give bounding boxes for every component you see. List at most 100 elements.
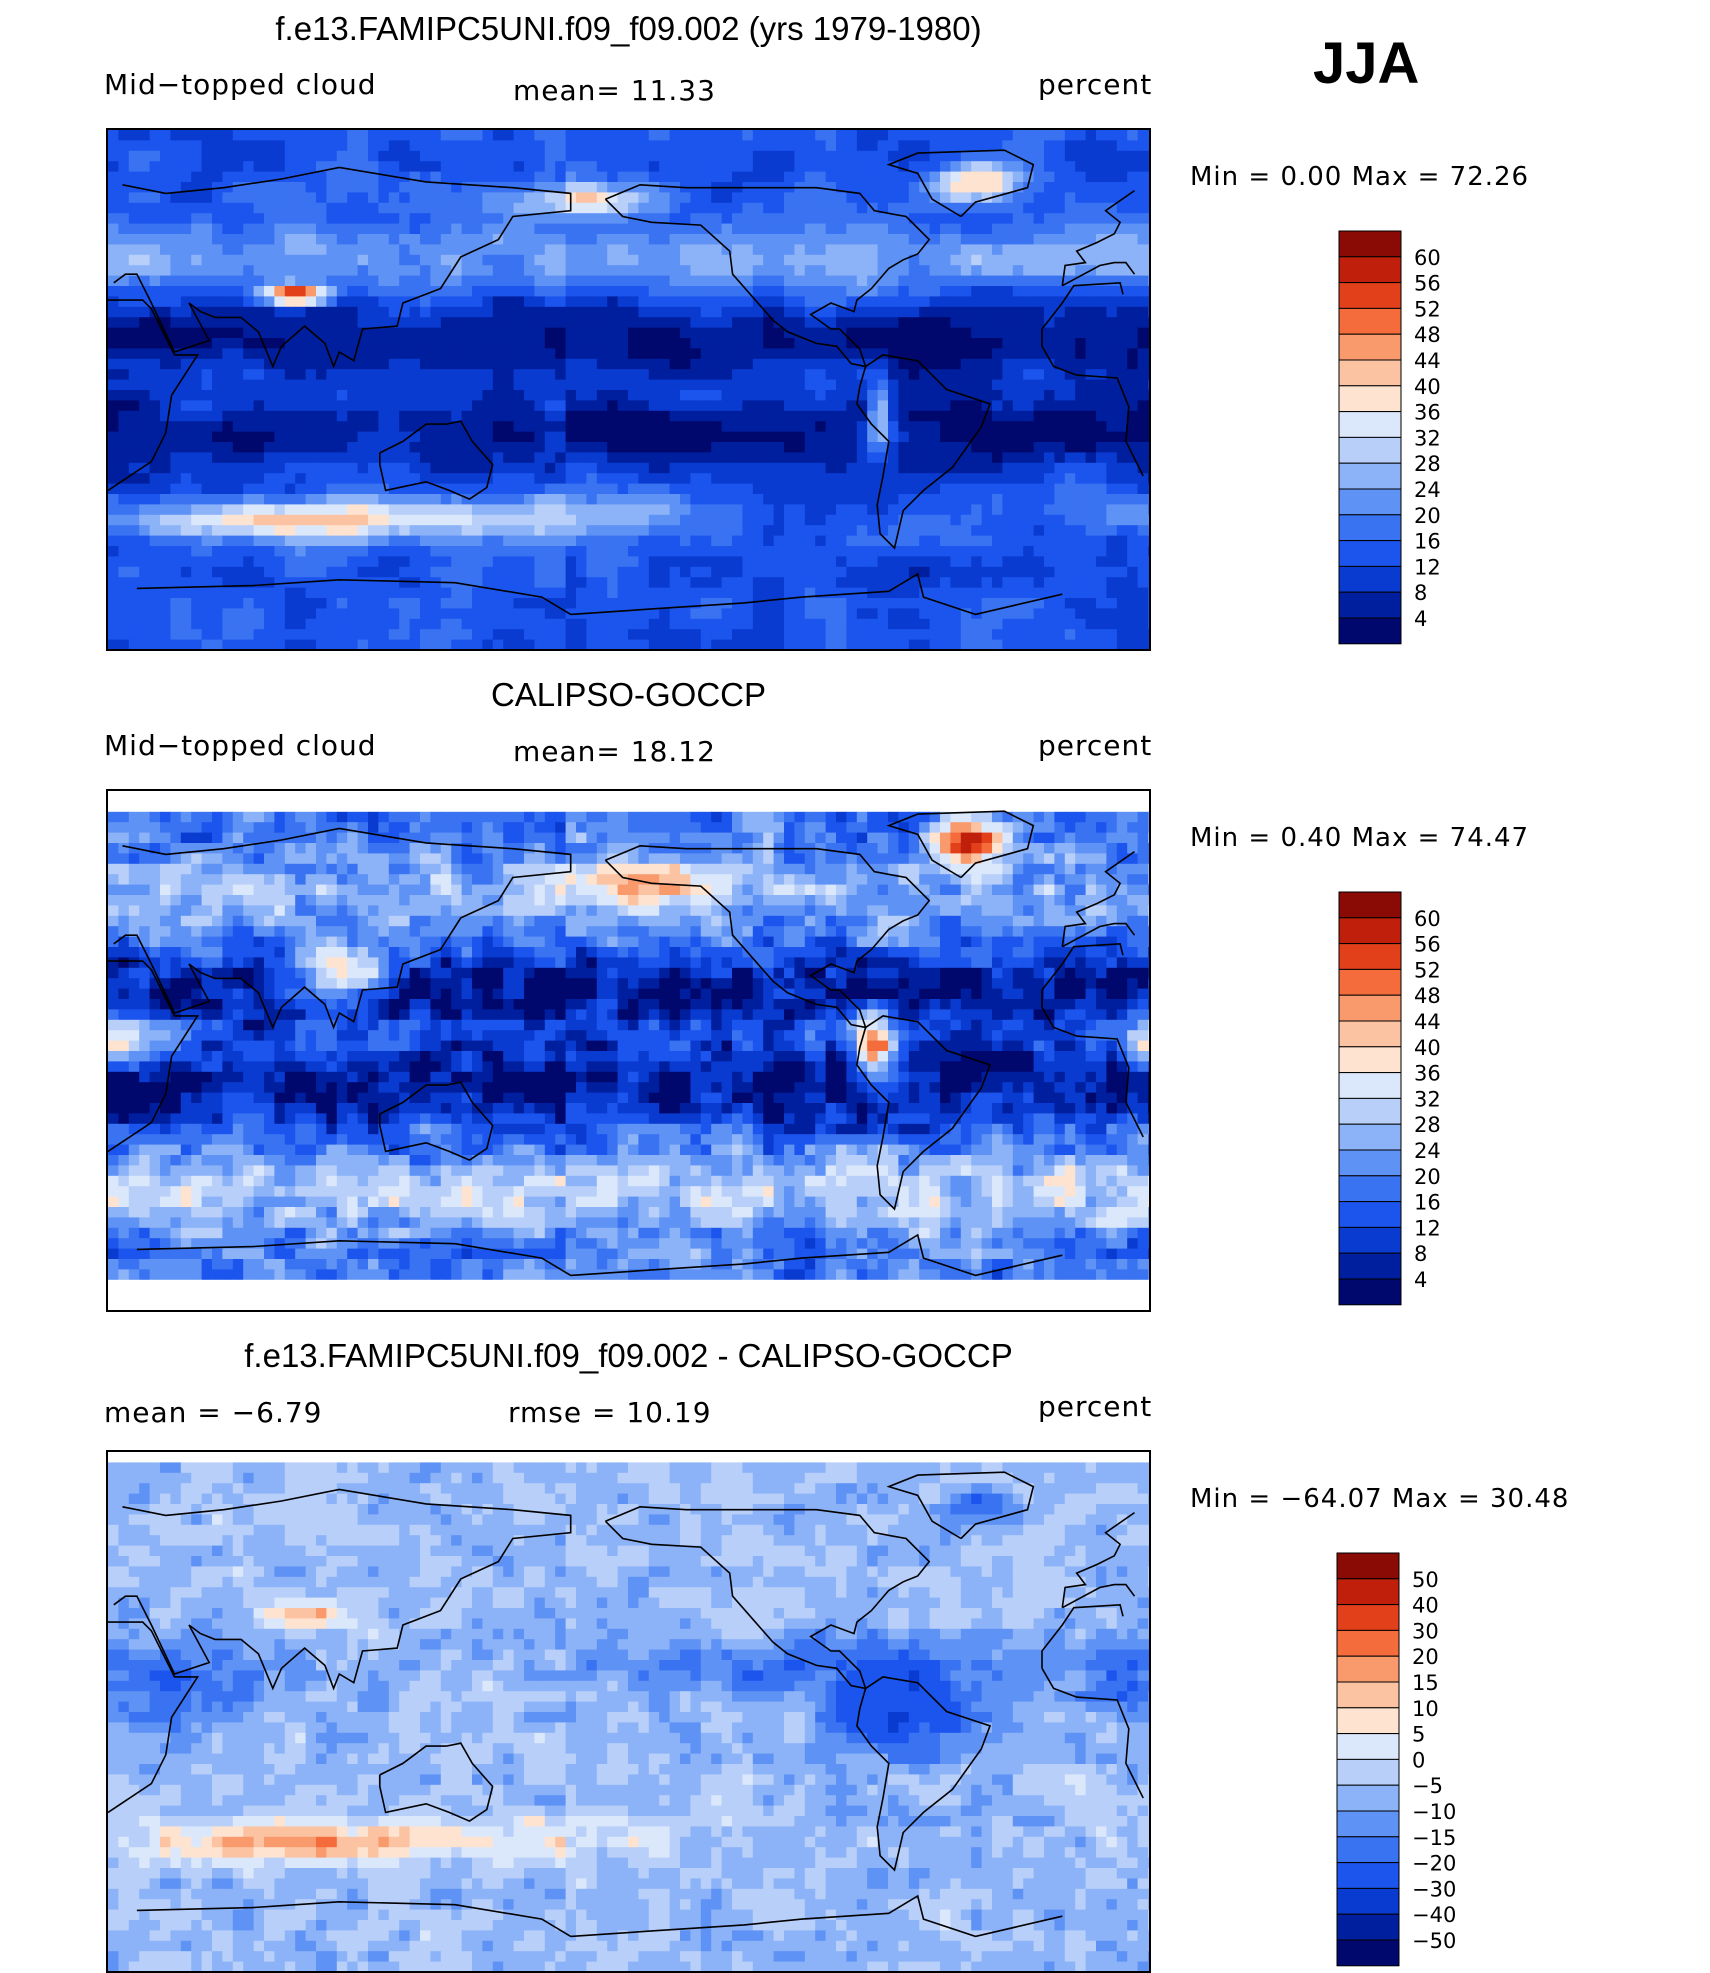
- colorbar-swatch: [1338, 333, 1402, 361]
- colorbar-swatch: [1338, 1072, 1402, 1099]
- coastline: [136, 572, 1063, 616]
- colorbar-tick-label: 15: [1412, 1671, 1439, 1695]
- colorbar-tick-label: 24: [1414, 478, 1441, 502]
- coastline: [886, 149, 1035, 218]
- colorbar-swatch: [1338, 1046, 1402, 1074]
- colorbar-swatch: [1336, 1758, 1400, 1786]
- colorbar-swatch: [1338, 1175, 1402, 1203]
- coastlines: [108, 810, 1144, 1277]
- panel-title: CALIPSO-GOCCP: [490, 676, 767, 713]
- colorbar-swatch: [1336, 1862, 1400, 1889]
- colorbar-swatch: [1338, 488, 1402, 516]
- colorbar-swatch: [1338, 1149, 1402, 1177]
- colorbar-tick-label: 32: [1414, 1087, 1441, 1111]
- colorbar-tick-label: 5: [1412, 1723, 1425, 1747]
- colorbar-swatch: [1338, 385, 1402, 413]
- colorbar-tick-label: 52: [1414, 958, 1441, 982]
- colorbar-tick-label: 10: [1412, 1697, 1439, 1721]
- colorbar-swatch: [1336, 1784, 1400, 1812]
- coastline: [113, 1488, 1136, 1691]
- colorbar-tick-label: 44: [1414, 349, 1441, 373]
- colorbar-tick-label: 40: [1414, 1036, 1441, 1060]
- contour-field: [108, 1452, 1149, 1971]
- map-svg: [108, 130, 1149, 649]
- min-max-label: Min = 0.00 Max = 72.26: [1190, 162, 1530, 192]
- colorbar-tick-label: 12: [1414, 1216, 1441, 1240]
- coastline: [856, 1015, 992, 1211]
- map-svg: [108, 791, 1149, 1310]
- units-label: percent: [1038, 729, 1153, 762]
- colorbar-tick-label: 56: [1414, 933, 1441, 957]
- coastline: [108, 1603, 1144, 1814]
- coastline: [856, 1676, 992, 1872]
- colorbar-swatch: [1338, 994, 1402, 1022]
- rmse-label: rmse = 10.19: [508, 1396, 712, 1429]
- colorbar-tick-label: 40: [1414, 375, 1441, 399]
- contour-field: [108, 130, 1149, 649]
- panel-title: f.e13.FAMIPC5UNI.f09_f09.002 - CALIPSO-G…: [244, 1337, 1013, 1374]
- colorbar-tick-label: 28: [1414, 1113, 1441, 1137]
- map-panel: [106, 1450, 1151, 1973]
- map-panel: [106, 789, 1151, 1312]
- colorbar-tick-label: 60: [1414, 246, 1441, 270]
- coastline: [886, 1471, 1035, 1540]
- colorbar-swatch: [1338, 359, 1402, 387]
- colorbar-swatch: [1338, 943, 1402, 970]
- coastline: [604, 844, 931, 1029]
- coastline: [856, 354, 992, 550]
- colorbar-swatch: [1338, 1123, 1402, 1151]
- colorbar-swatch: [1336, 1887, 1400, 1915]
- colorbar-tick-label: 32: [1414, 426, 1441, 450]
- colorbar-swatch: [1336, 1604, 1400, 1631]
- colorbar-swatch: [1338, 591, 1402, 619]
- colorbar-swatch: [1338, 514, 1402, 542]
- colorbar-tick-label: 60: [1414, 907, 1441, 931]
- colorbar-swatch: [1338, 230, 1402, 258]
- coastline: [604, 1505, 931, 1690]
- mean-label: mean= 11.33: [513, 74, 716, 107]
- colorbar-swatch: [1338, 307, 1402, 335]
- coastline: [136, 1894, 1063, 1938]
- colorbar-swatch: [1338, 462, 1402, 490]
- coastline: [108, 942, 1144, 1153]
- colorbar-swatch: [1336, 1836, 1400, 1864]
- colorbar-tick-label: 48: [1414, 984, 1441, 1008]
- colorbar-swatch: [1338, 891, 1402, 919]
- colorbar-tick-label: 8: [1414, 581, 1427, 605]
- colorbar-swatch: [1338, 411, 1402, 438]
- colorbar-tick-label: 52: [1414, 297, 1441, 321]
- coastline: [113, 166, 1136, 369]
- colorbar-swatch: [1336, 1939, 1400, 1967]
- colorbar: 60 56 52 48 44 40 36 32 28 24 20 16 12 8 4: [1338, 891, 1498, 1308]
- coastlines: [108, 1471, 1144, 1938]
- coastline: [136, 1233, 1063, 1277]
- colorbar-swatch: [1336, 1655, 1400, 1683]
- colorbar-tick-label: 36: [1414, 401, 1441, 425]
- colorbar-swatch: [1338, 1226, 1402, 1254]
- colorbar-tick-label: 4: [1414, 607, 1427, 631]
- colorbar-swatch: [1338, 282, 1402, 309]
- colorbar-tick-label: 16: [1414, 1191, 1441, 1215]
- colorbar-tick-label: 20: [1412, 1645, 1439, 1669]
- colorbar-tick-label: 24: [1414, 1139, 1441, 1163]
- contour-field: [108, 791, 1149, 1310]
- colorbar: 50 40 30 20 15 10 5 0 −5 −10 −15 −20 −30 −40 −50: [1336, 1552, 1496, 1969]
- colorbar-swatch: [1338, 1020, 1402, 1048]
- colorbar-swatch: [1336, 1681, 1400, 1709]
- colorbar-swatch: [1336, 1810, 1400, 1838]
- colorbar-tick-label: 16: [1414, 530, 1441, 554]
- mean-label: mean = −6.79: [104, 1396, 323, 1429]
- colorbar-swatch: [1338, 565, 1402, 593]
- units-label: percent: [1038, 1390, 1153, 1423]
- colorbar-swatch: [1338, 917, 1402, 945]
- colorbar-swatch: [1336, 1913, 1400, 1941]
- colorbar-tick-label: 4: [1414, 1268, 1427, 1292]
- variable-label: Mid−topped cloud: [104, 729, 377, 762]
- coastline: [108, 281, 1144, 492]
- colorbar-tick-label: −10: [1412, 1800, 1456, 1824]
- colorbar-swatch: [1338, 436, 1402, 464]
- colorbar-swatch: [1338, 1097, 1402, 1125]
- colorbar-tick-label: 20: [1414, 504, 1441, 528]
- map-panel: [106, 128, 1151, 651]
